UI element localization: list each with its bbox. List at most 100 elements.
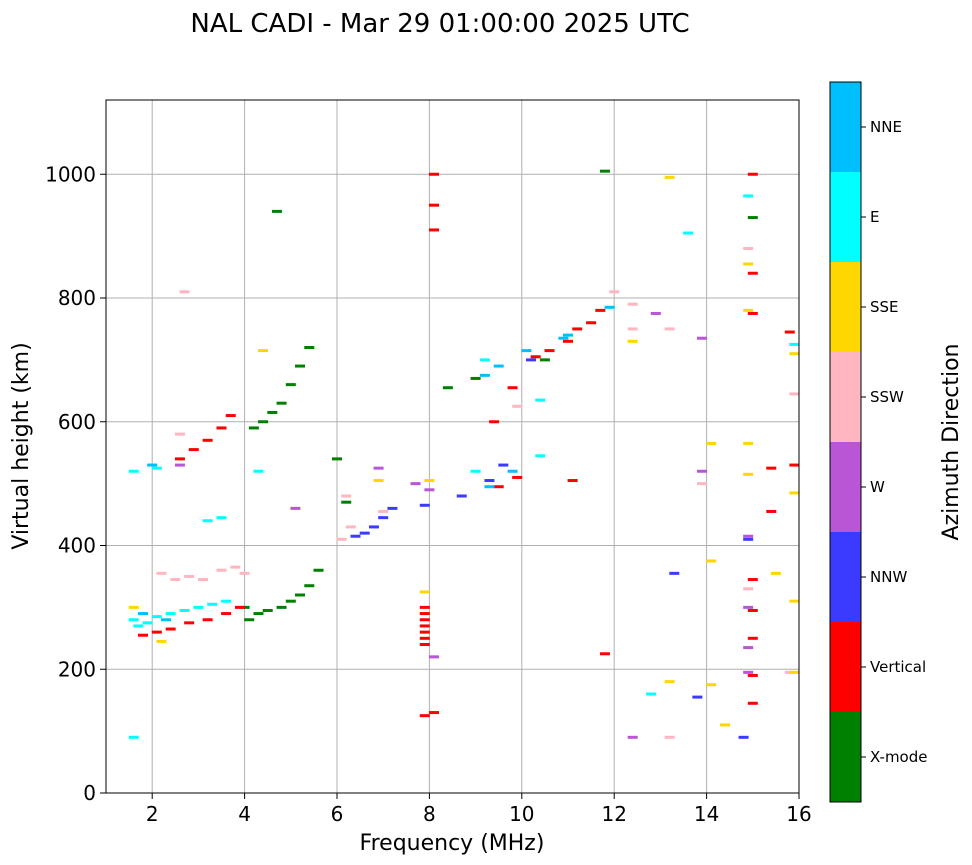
colorbar-label: Azimuth Direction	[939, 343, 964, 540]
data-point	[706, 441, 717, 445]
data-point	[147, 463, 158, 467]
data-point	[216, 426, 227, 430]
colorbar-segment	[830, 172, 861, 262]
x-axis: 2 4 6 8 10 12 14 16	[146, 793, 812, 826]
data-point	[419, 605, 430, 609]
data-point	[216, 516, 227, 520]
colorbar-segment	[830, 82, 861, 172]
data-point	[142, 621, 153, 625]
data-point	[193, 605, 204, 609]
data-point	[184, 574, 195, 578]
data-point	[161, 618, 172, 622]
data-point	[137, 633, 148, 637]
data-point	[493, 485, 504, 489]
data-point	[234, 605, 245, 609]
y-tick-label: 200	[58, 657, 96, 681]
data-point	[530, 355, 541, 359]
data-point	[359, 531, 370, 535]
scatter-points	[128, 169, 800, 739]
data-point	[174, 457, 185, 461]
colorbar-segment	[830, 622, 861, 712]
data-point	[567, 479, 578, 483]
data-point	[128, 618, 139, 622]
data-point	[424, 488, 435, 492]
data-point	[419, 503, 430, 507]
data-point	[484, 479, 495, 483]
data-point	[743, 605, 754, 609]
y-tick-label: 800	[58, 286, 96, 310]
data-point	[156, 639, 167, 643]
data-point	[743, 670, 754, 674]
data-point	[225, 414, 236, 418]
y-axis: 0 200 400 600 800 1000	[45, 162, 106, 805]
data-point	[789, 392, 800, 396]
data-point	[128, 469, 139, 473]
data-point	[747, 673, 758, 677]
data-point	[535, 454, 546, 458]
data-point	[216, 568, 227, 572]
data-point	[419, 624, 430, 628]
data-point	[198, 578, 209, 582]
data-point	[747, 271, 758, 275]
data-point	[368, 525, 379, 529]
data-point	[350, 534, 361, 538]
data-point	[184, 621, 195, 625]
data-point	[387, 506, 398, 510]
data-point	[743, 247, 754, 250]
data-point	[419, 612, 430, 616]
data-point	[188, 448, 199, 452]
data-point	[747, 608, 758, 612]
data-point	[669, 571, 680, 575]
data-point	[627, 302, 638, 306]
data-point	[253, 612, 264, 616]
data-point	[766, 466, 777, 470]
data-point	[271, 209, 282, 213]
data-point	[419, 636, 430, 640]
data-point	[572, 327, 583, 331]
data-point	[604, 305, 615, 309]
data-point	[419, 630, 430, 634]
data-point	[179, 290, 190, 294]
data-point	[239, 571, 250, 575]
data-point	[258, 420, 269, 424]
data-point	[526, 358, 537, 362]
data-point	[378, 516, 389, 520]
data-point	[789, 670, 800, 674]
colorbar-frame	[829, 81, 862, 803]
colorbar-tick-label: NNW	[870, 568, 907, 586]
data-point	[743, 472, 754, 476]
data-point	[165, 612, 176, 616]
data-point	[419, 643, 430, 646]
data-point	[789, 352, 800, 356]
data-point	[128, 735, 139, 739]
data-point	[512, 475, 523, 479]
data-point	[179, 608, 190, 612]
data-point	[429, 655, 440, 659]
data-point	[766, 509, 777, 513]
data-point	[683, 231, 694, 235]
x-axis-label: Frequency (MHz)	[360, 831, 545, 856]
data-point	[276, 605, 287, 609]
data-point	[627, 339, 638, 343]
data-point	[489, 420, 500, 424]
data-point	[151, 615, 162, 619]
colorbar-segment	[830, 352, 861, 442]
data-point	[202, 519, 213, 523]
data-point	[304, 584, 315, 588]
data-point	[151, 466, 162, 470]
data-point	[285, 599, 296, 603]
data-point	[248, 426, 259, 430]
data-point	[341, 494, 352, 498]
data-point	[664, 680, 675, 684]
y-tick-label: 400	[58, 534, 96, 558]
data-point	[290, 506, 301, 510]
data-point	[419, 590, 430, 594]
colorbar-segment	[830, 262, 861, 352]
data-point	[262, 608, 273, 612]
data-point	[442, 386, 453, 390]
data-point	[258, 349, 269, 353]
data-point	[743, 194, 754, 198]
x-tick-label: 6	[331, 802, 344, 826]
x-tick-label: 2	[146, 802, 159, 826]
